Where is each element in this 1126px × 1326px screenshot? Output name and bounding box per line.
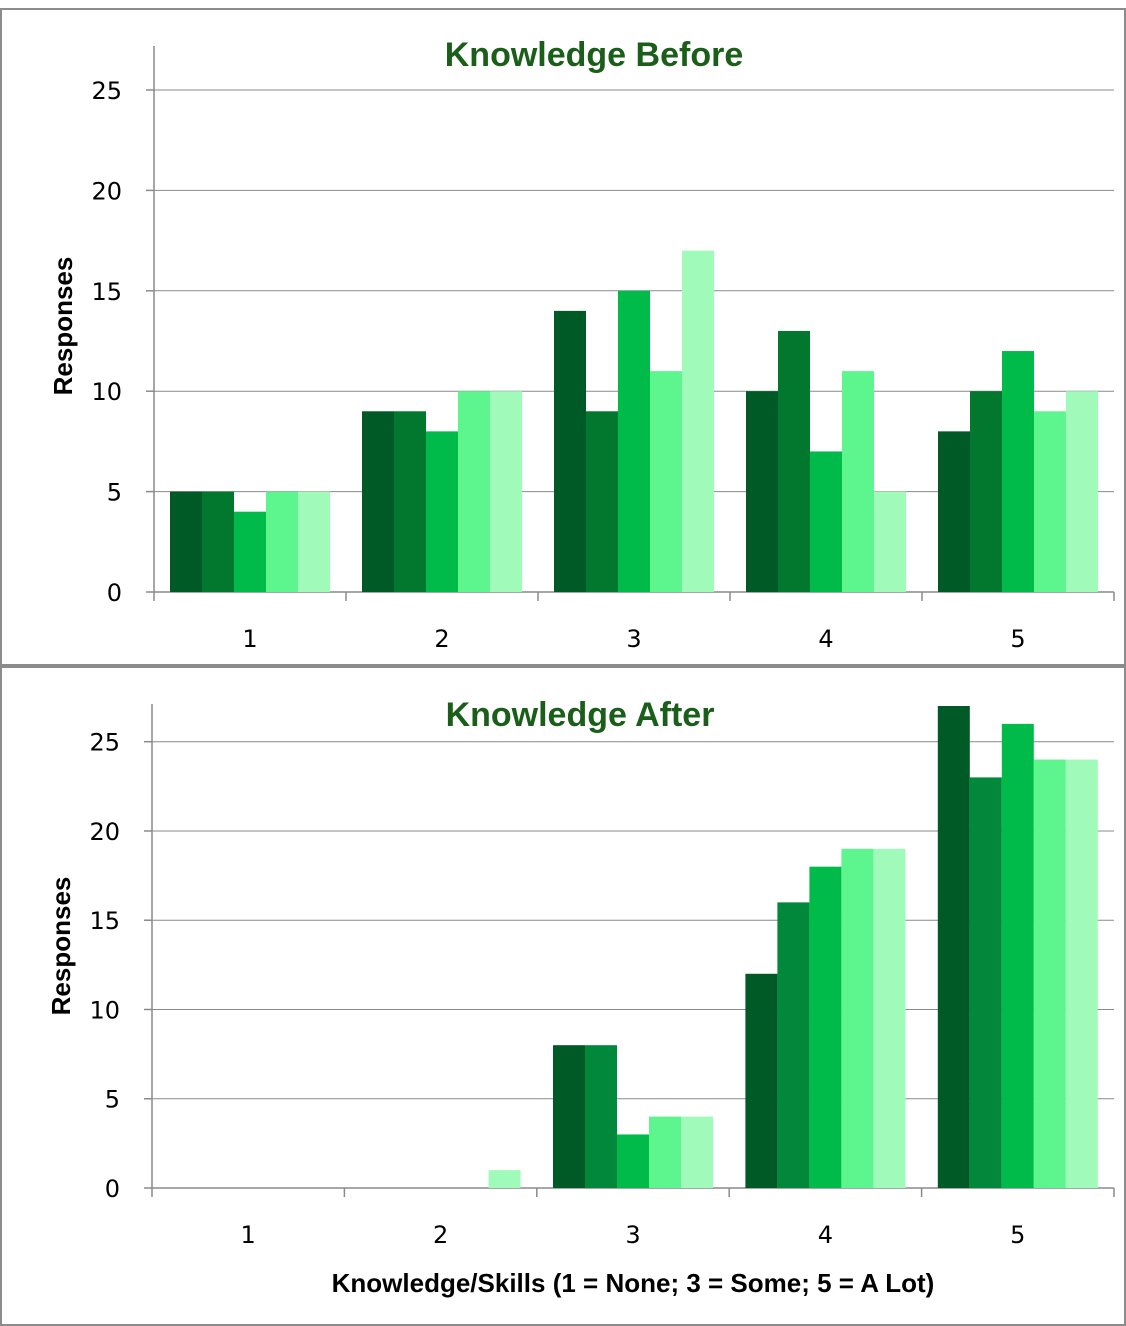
knowledge-before-chart: 0 5 10 15 20 25 1 2 3 4 5 Knowledge Before Responses — [48, 36, 1115, 653]
chart-panel-before: 0 5 10 15 20 25 1 2 3 4 5 Knowledge Before Responses — [0, 8, 1126, 666]
bar — [937, 706, 970, 1188]
y-tick-label: 20 — [91, 177, 122, 205]
x-tick-label: 4 — [818, 625, 833, 653]
y-tick-label: 25 — [91, 77, 122, 105]
x-tick-label: 1 — [242, 625, 257, 653]
x-tick-label: 3 — [625, 1221, 640, 1249]
bar — [234, 511, 266, 592]
bar — [1034, 411, 1066, 592]
bar — [842, 371, 874, 592]
bar — [649, 1116, 681, 1188]
bar — [1001, 723, 1034, 1188]
bar — [362, 411, 394, 592]
y-tick-label: 5 — [107, 479, 122, 507]
bar — [1066, 391, 1098, 592]
bar — [873, 848, 906, 1188]
bar — [969, 777, 1002, 1188]
y-tick-label: 10 — [89, 996, 120, 1024]
bar — [426, 431, 458, 592]
bar — [618, 290, 650, 592]
x-tick-label: 2 — [434, 625, 449, 653]
chart-title: Knowledge Before — [445, 36, 743, 74]
bar — [810, 451, 842, 592]
y-axis-label: Responses — [48, 257, 78, 396]
bar — [745, 973, 778, 1188]
y-tick-label: 25 — [89, 729, 120, 757]
bar — [1002, 351, 1034, 592]
bar — [746, 391, 778, 592]
bar — [809, 866, 842, 1188]
chart-panel-after: 0 5 10 15 20 25 1 2 3 4 5 Knowledge After Responses K… — [0, 666, 1126, 1326]
bar — [298, 491, 330, 592]
bar — [585, 1045, 617, 1188]
x-axis-label: Knowledge/Skills (1 = None; 3 = Some; 5 … — [332, 1268, 935, 1298]
bar — [202, 491, 234, 592]
y-tick-label: 5 — [105, 1086, 120, 1114]
y-axis-label: Responses — [46, 877, 76, 1016]
bar — [682, 250, 714, 592]
y-tick-label: 15 — [89, 907, 120, 935]
y-tick-label: 10 — [91, 378, 122, 406]
x-tick-label: 4 — [818, 1221, 833, 1249]
bar — [874, 491, 906, 592]
bar — [586, 411, 618, 592]
y-tick-label: 15 — [91, 278, 122, 306]
bar — [394, 411, 426, 592]
x-tick-label: 3 — [626, 625, 641, 653]
bar — [458, 391, 490, 592]
y-tick-label: 0 — [107, 579, 122, 607]
chart-title: Knowledge After — [446, 696, 715, 734]
x-tick-label: 2 — [433, 1221, 448, 1249]
knowledge-after-chart: 0 5 10 15 20 25 1 2 3 4 5 Knowledge After Responses K… — [46, 696, 1115, 1298]
bar — [1033, 759, 1066, 1188]
bar — [970, 391, 1002, 592]
bar — [650, 371, 682, 592]
x-tick-label: 1 — [241, 1221, 256, 1249]
x-tick-label: 5 — [1010, 1221, 1025, 1249]
bar — [681, 1116, 713, 1188]
bar — [841, 848, 874, 1188]
bar — [488, 1170, 521, 1188]
bar — [1065, 759, 1098, 1188]
bar — [938, 431, 970, 592]
bar — [554, 310, 586, 592]
bar — [553, 1045, 585, 1188]
bar — [617, 1134, 649, 1188]
bar — [490, 391, 522, 592]
y-tick-label: 0 — [105, 1175, 120, 1203]
y-tick-label: 20 — [89, 818, 120, 846]
x-tick-label: 5 — [1010, 625, 1025, 653]
bar — [170, 491, 202, 592]
bar — [266, 491, 298, 592]
bar — [778, 330, 810, 592]
bar — [777, 902, 810, 1188]
